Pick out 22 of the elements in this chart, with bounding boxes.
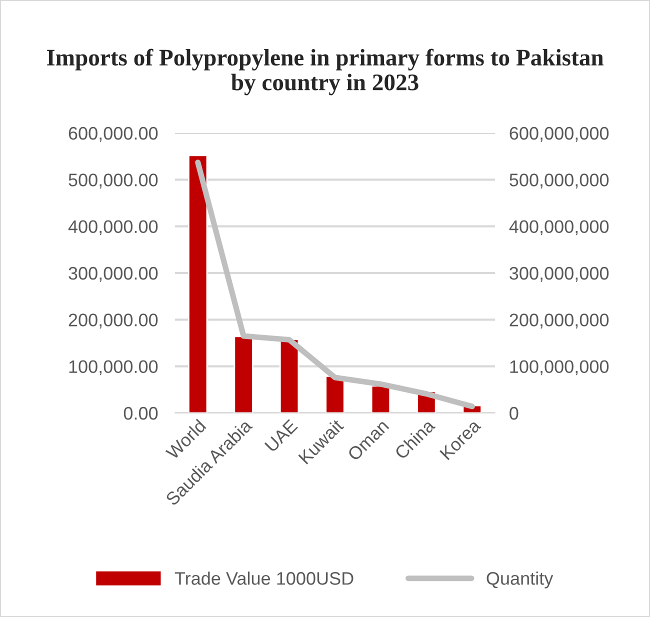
- y2-tick-label: 600,000,000: [510, 126, 609, 142]
- legend-label: Quantity: [486, 572, 554, 588]
- bar: [325, 375, 345, 413]
- y-tick-label: 200,000.00: [68, 314, 158, 329]
- y2-tick-label: 200,000,000: [510, 314, 609, 329]
- y2-tick-label: 0: [510, 406, 518, 420]
- legend-label: Trade Value 1000USD: [174, 572, 354, 585]
- bar: [279, 338, 300, 413]
- y-tick-label: 0.00: [124, 406, 158, 420]
- y2-tick-label: 500,000,000: [510, 174, 609, 189]
- y-tick-label: 300,000.00: [68, 266, 158, 282]
- y-tick-label: 100,000.00: [69, 360, 158, 376]
- y-tick-label: 500,000.00: [68, 174, 158, 189]
- y2-tick-label: 100,000,000: [510, 360, 609, 376]
- y2-tick-label: 400,000,000: [509, 220, 609, 236]
- bar: [188, 154, 208, 413]
- bar: [370, 385, 391, 413]
- bar: [234, 336, 254, 413]
- y-tick-label: 400,000.00: [68, 220, 158, 236]
- y-tick-label: 600,000.00: [68, 126, 158, 142]
- y2-tick-label: 300,000,000: [510, 266, 609, 282]
- chart-title: Imports of Polypropylene in primary forms to Pakistan by country in 2023: [46, 48, 604, 96]
